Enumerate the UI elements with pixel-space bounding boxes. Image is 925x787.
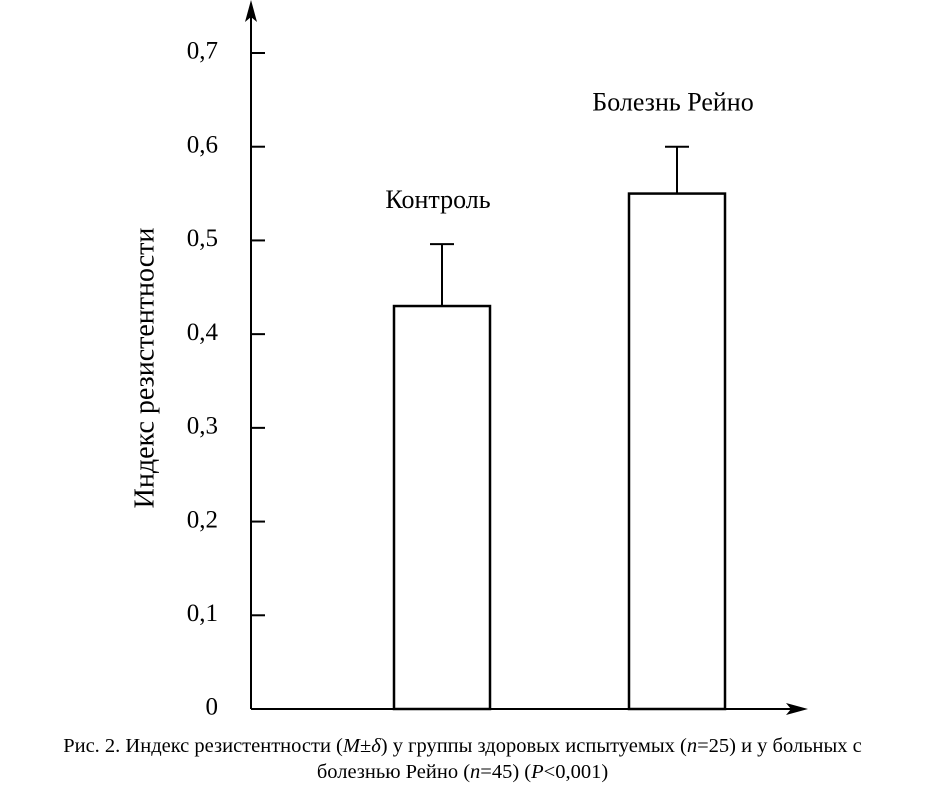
y-axis-label: Индекс резистентности	[129, 228, 160, 509]
y-tick-label: 0,1	[187, 600, 218, 627]
figure-caption: Рис. 2. Индекс резистентности (M±δ) у гр…	[0, 733, 925, 785]
caption-line-2: болезнью Рейно (n=45) (P<0,001)	[0, 759, 925, 785]
y-axis-arrow	[245, 0, 257, 22]
caption-segment: <0,001)	[543, 761, 609, 783]
caption-line-1: Рис. 2. Индекс резистентности (M±δ) у гр…	[0, 733, 925, 759]
caption-segment: =25) и у больных с	[697, 735, 862, 757]
category-label: Контроль	[385, 185, 490, 214]
y-tick-label: 0,3	[187, 413, 218, 440]
bar	[627, 192, 727, 711]
x-axis-arrow	[786, 703, 808, 715]
caption-segment: P	[531, 761, 544, 783]
caption-segment: M	[342, 735, 360, 757]
y-tick-label: 0,4	[187, 319, 219, 346]
caption-segment: n	[686, 735, 698, 757]
caption-segment: δ	[371, 735, 381, 757]
caption-segment: n	[470, 761, 481, 783]
bar	[392, 304, 492, 711]
bar-chart: 0 0,1 0,2 0,3 0,4 0,5 0,6 0,7 Контроль Болезнь Р…	[129, 0, 808, 721]
caption-segment: болезнью Рейно (	[316, 761, 471, 783]
category-label: Болезнь Рейно	[592, 88, 753, 117]
caption-segment: ±	[359, 735, 372, 757]
y-tick-label: 0	[206, 694, 219, 721]
y-tick-label: 0,7	[187, 38, 218, 65]
caption-segment: ) у группы здоровых испытуемых (	[380, 735, 687, 757]
y-tick-label: 0,5	[187, 225, 218, 252]
y-tick-label: 0,2	[187, 506, 218, 533]
caption-segment: Рис. 2. Индекс резистентности (	[63, 735, 343, 757]
y-tick-label: 0,6	[187, 131, 218, 158]
caption-segment: =45) (	[480, 761, 532, 783]
